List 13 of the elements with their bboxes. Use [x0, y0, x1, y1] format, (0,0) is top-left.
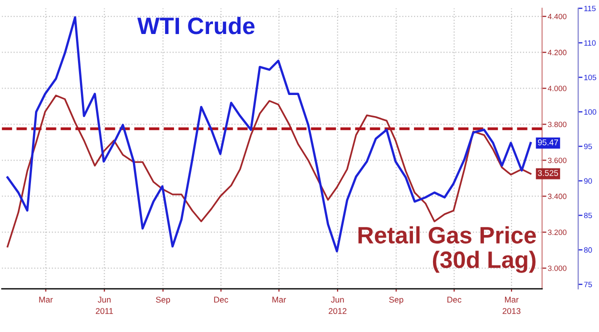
x-tick-label: Dec — [447, 296, 462, 303]
x-tick-label: Jun 2011 — [96, 296, 113, 314]
x-tick-label: Mar 2013 — [502, 296, 520, 314]
data-label: 95.47 — [538, 139, 558, 146]
series-label: Retail Gas Price (30d Lag) — [358, 226, 536, 273]
series-label: WTI Crude — [137, 16, 255, 34]
x-tick-label: Jun 2012 — [328, 296, 346, 314]
x-tick-label: Mar — [272, 296, 286, 303]
x-tick-label: Sep — [156, 296, 170, 304]
x-tick-label: Mar — [39, 296, 53, 303]
data-label: 3.525 — [538, 170, 558, 176]
x-tick-label: Dec — [214, 296, 228, 303]
x-tick-label: Sep — [389, 296, 404, 304]
